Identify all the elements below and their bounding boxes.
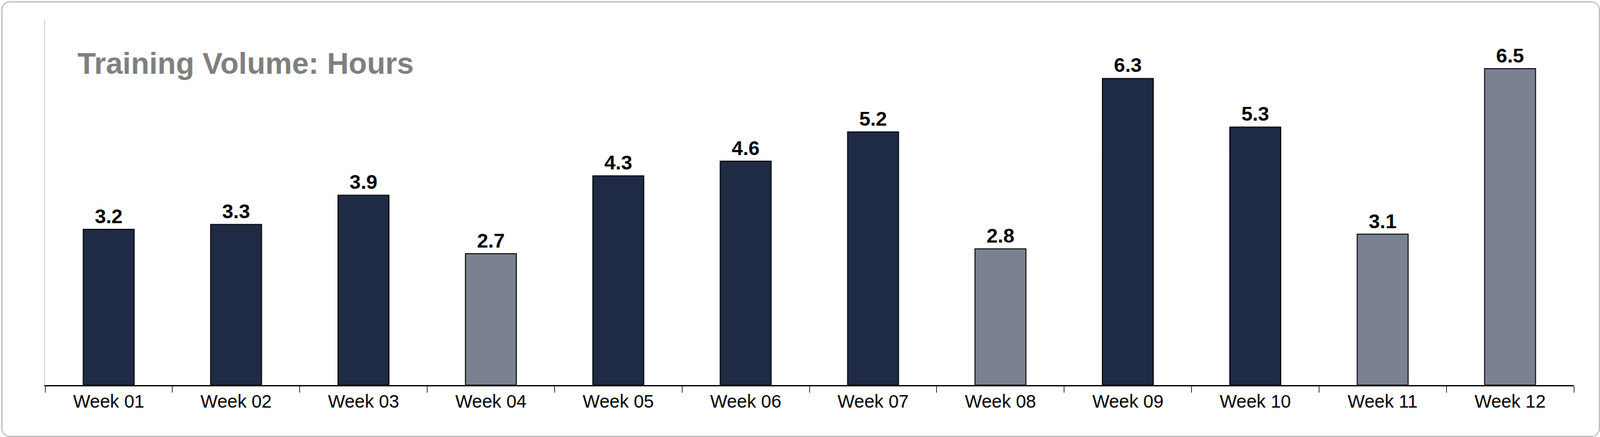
- svg-text:5.3: 5.3: [1241, 102, 1269, 125]
- svg-text:Week 10: Week 10: [1219, 391, 1291, 412]
- svg-text:Week 04: Week 04: [455, 391, 527, 412]
- svg-text:4.6: 4.6: [731, 136, 760, 160]
- svg-text:Training Volume: Hours: Training Volume: Hours: [77, 46, 414, 80]
- svg-text:Week 06: Week 06: [710, 391, 782, 412]
- svg-text:Week 03: Week 03: [328, 391, 400, 412]
- svg-text:6.3: 6.3: [1113, 53, 1142, 77]
- svg-text:Week 09: Week 09: [1092, 391, 1164, 412]
- svg-text:2.8: 2.8: [986, 224, 1015, 247]
- svg-text:Week 12: Week 12: [1474, 391, 1546, 412]
- svg-text:5.2: 5.2: [859, 107, 887, 130]
- svg-text:3.1: 3.1: [1368, 210, 1397, 233]
- svg-text:6.5: 6.5: [1496, 44, 1524, 67]
- svg-text:Week 11: Week 11: [1347, 391, 1418, 412]
- svg-text:Week 01: Week 01: [73, 391, 145, 412]
- svg-text:2.7: 2.7: [476, 229, 505, 252]
- svg-text:Week 02: Week 02: [200, 391, 272, 412]
- svg-text:3.3: 3.3: [222, 200, 250, 223]
- svg-text:Week 08: Week 08: [965, 391, 1037, 412]
- svg-text:3.9: 3.9: [349, 170, 377, 194]
- svg-text:3.2: 3.2: [95, 205, 123, 228]
- svg-text:Week 05: Week 05: [582, 391, 654, 412]
- svg-text:4.3: 4.3: [604, 151, 632, 174]
- svg-text:Week 07: Week 07: [837, 391, 909, 412]
